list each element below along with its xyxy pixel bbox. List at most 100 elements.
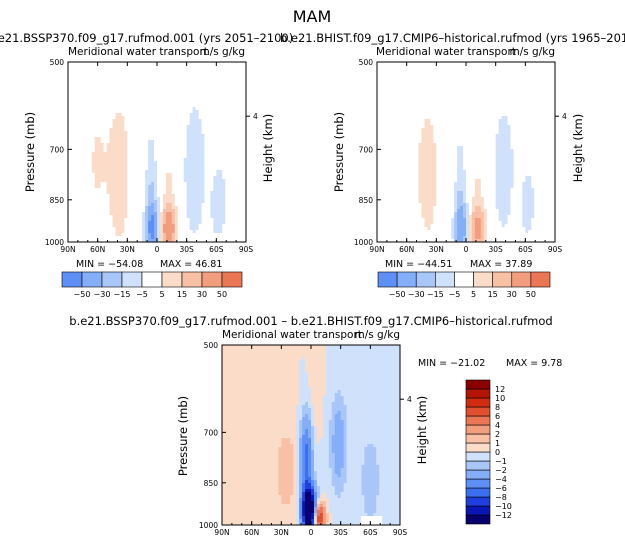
contour-cell: [162, 206, 167, 210]
contour-cell: [82, 77, 87, 81]
contour-cell: [213, 224, 217, 228]
contour-cell: [424, 86, 428, 90]
contour-cell: [492, 107, 497, 111]
contour-cell: [148, 152, 152, 156]
contour-cell: [171, 62, 176, 66]
contour-cell: [186, 80, 190, 84]
contour-cell: [201, 74, 205, 78]
contour-cell: [183, 221, 188, 225]
contour-cell: [377, 77, 381, 81]
contour-cell: [243, 158, 247, 162]
contour-cell: [219, 122, 223, 126]
contour-cell: [409, 125, 413, 129]
contour-cell: [79, 164, 84, 168]
contour-cell: [210, 224, 214, 228]
contour-cell: [222, 146, 226, 150]
contour-cell: [412, 104, 416, 108]
contour-cell: [213, 164, 217, 168]
contour-cell: [154, 65, 158, 69]
contour-cell: [192, 95, 196, 99]
contour-cell: [124, 191, 128, 195]
contour-cell: [180, 194, 185, 198]
contour-cell: [204, 74, 208, 78]
contour-cell: [231, 236, 235, 240]
contour-cell: [219, 134, 223, 138]
contour-cell: [477, 98, 482, 102]
contour-cell: [76, 212, 81, 216]
contour-cell: [507, 122, 511, 126]
contour-cell: [97, 95, 101, 99]
contour-cell: [513, 83, 517, 87]
contour-cell: [400, 65, 405, 69]
contour-cell: [522, 110, 526, 114]
contour-cell: [454, 83, 458, 87]
contour-cell: [474, 92, 479, 96]
contour-cell: [463, 74, 467, 78]
contour-cell: [474, 83, 479, 87]
contour-cell: [412, 89, 416, 93]
contour-cell: [195, 167, 199, 171]
contour-cell: [546, 65, 550, 69]
contour-cell: [97, 218, 101, 222]
contour-cell: [204, 212, 208, 216]
contour-cell: [415, 110, 419, 114]
contour-cell: [228, 179, 232, 183]
contour-cell: [415, 104, 419, 108]
contour-cell: [68, 221, 72, 225]
contour-cell: [243, 113, 247, 117]
contour-cell: [528, 104, 532, 108]
contour-cell: [168, 182, 173, 186]
contour-cell: [106, 92, 110, 96]
contour-cell: [519, 116, 523, 120]
contour-cell: [79, 140, 84, 144]
contour-cell: [70, 74, 75, 78]
contour-cell: [495, 74, 499, 78]
contour-cell: [154, 215, 158, 219]
contour-cell: [189, 134, 193, 138]
contour-cell: [210, 119, 214, 123]
contour-cell: [139, 179, 143, 183]
contour-cell: [103, 71, 107, 75]
contour-cell: [186, 152, 190, 156]
contour-cell: [106, 74, 110, 78]
contour-cell: [154, 149, 158, 153]
contour-cell: [222, 194, 226, 198]
contour-cell: [225, 152, 229, 156]
contour-cell: [210, 215, 214, 219]
contour-cell: [168, 128, 173, 132]
contour-cell: [115, 152, 119, 156]
contour-cell: [406, 110, 410, 114]
contour-cell: [486, 68, 491, 72]
contour-cell: [228, 110, 232, 114]
contour-cell: [240, 134, 244, 138]
contour-cell: [171, 137, 176, 141]
contour-cell: [162, 122, 167, 126]
contour-cell: [183, 200, 188, 204]
contour-cell: [234, 140, 238, 144]
contour-cell: [97, 176, 101, 180]
contour-cell: [198, 176, 202, 180]
contour-cell: [225, 185, 229, 189]
contour-cell: [222, 131, 226, 135]
contour-cell: [495, 122, 499, 126]
contour-cell: [433, 110, 437, 114]
contour-cell: [168, 236, 173, 240]
contour-cell: [180, 143, 185, 147]
contour-cell: [171, 221, 176, 225]
contour-cell: [115, 158, 119, 162]
contour-cell: [88, 149, 93, 153]
contour-cell: [136, 125, 140, 129]
contour-cell: [213, 155, 217, 159]
contour-cell: [133, 143, 137, 147]
contour-cell: [115, 89, 119, 93]
contour-cell: [537, 65, 541, 69]
contour-cell: [148, 128, 152, 132]
contour-cell: [477, 125, 482, 129]
contour-cell: [148, 149, 152, 153]
contour-cell: [130, 116, 134, 120]
contour-cell: [489, 80, 494, 84]
contour-cell: [474, 116, 479, 120]
contour-cell: [88, 212, 93, 216]
contour-cell: [168, 173, 173, 177]
contour-cell: [237, 212, 241, 216]
